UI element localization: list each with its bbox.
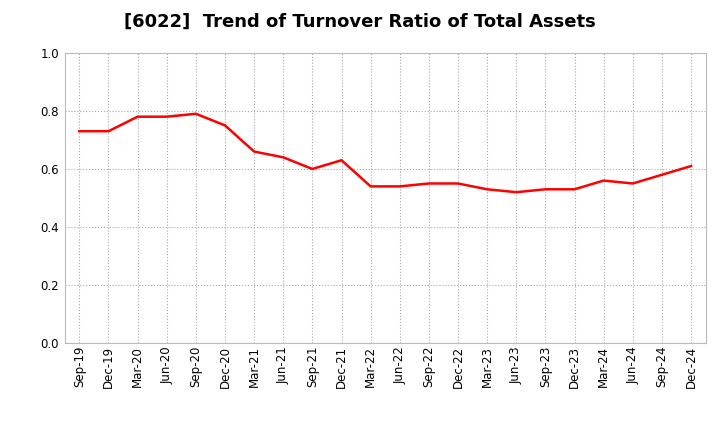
Text: [6022]  Trend of Turnover Ratio of Total Assets: [6022] Trend of Turnover Ratio of Total … [124, 13, 596, 31]
